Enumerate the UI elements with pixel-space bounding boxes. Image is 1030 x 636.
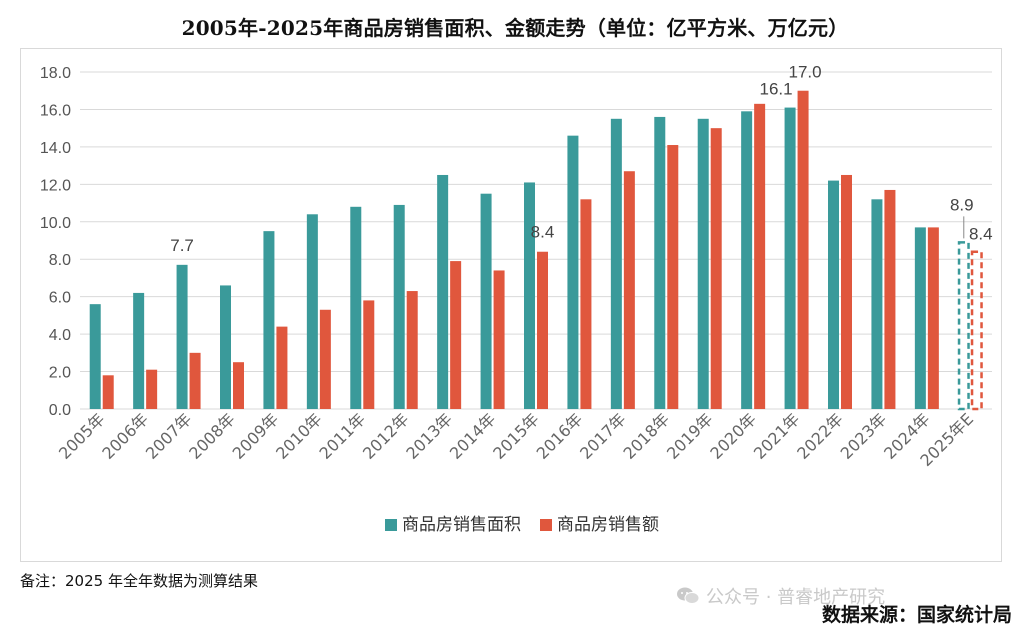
x-tick-label: 2017年 bbox=[576, 409, 630, 463]
x-tick-label: 2007年 bbox=[142, 409, 196, 463]
bar bbox=[133, 292, 145, 409]
bar bbox=[567, 135, 579, 409]
bar bbox=[406, 291, 418, 409]
data-label: 17.0 bbox=[789, 63, 822, 82]
x-tick-label: 2015年 bbox=[489, 409, 543, 463]
bar bbox=[450, 261, 462, 409]
bar bbox=[102, 375, 114, 409]
bar bbox=[524, 182, 535, 409]
bar bbox=[580, 199, 592, 409]
data-label: 16.1 bbox=[760, 80, 793, 99]
bar bbox=[710, 128, 722, 409]
bar bbox=[437, 174, 449, 409]
y-tick-label: 0.0 bbox=[49, 402, 71, 419]
bar bbox=[754, 103, 766, 410]
x-tick-label: 2016年 bbox=[533, 409, 587, 463]
bar bbox=[610, 118, 622, 410]
x-tick-label: 2006年 bbox=[98, 409, 152, 463]
footnote: 备注：2025 年全年数据为测算结果 bbox=[20, 572, 258, 590]
y-tick-label: 10.0 bbox=[40, 215, 71, 232]
x-tick-label: 2023年 bbox=[837, 409, 891, 463]
chart-title: 2005年-2025年商品房销售面积、金额走势（单位：亿平方米、万亿元） bbox=[181, 16, 849, 40]
x-tick-label: 2010年 bbox=[272, 409, 326, 463]
x-tick-label: 2008年 bbox=[185, 409, 239, 463]
watermark-text: 公众号 · 普睿地产研究 bbox=[706, 587, 886, 608]
y-tick-label: 18.0 bbox=[40, 65, 71, 82]
bar bbox=[884, 189, 896, 409]
x-tick-label: 2011年 bbox=[316, 409, 370, 463]
bar bbox=[871, 199, 883, 409]
x-tick-label: 2018年 bbox=[620, 409, 674, 463]
bar bbox=[189, 352, 201, 409]
bar bbox=[623, 171, 635, 409]
bar bbox=[306, 214, 318, 409]
bar bbox=[493, 270, 505, 409]
legend-label: 商品房销售面积 bbox=[402, 515, 521, 535]
data-source: 数据来源：国家统计局 bbox=[821, 604, 1012, 626]
bar bbox=[480, 193, 492, 409]
watermark: 公众号 · 普睿地产研究 bbox=[676, 583, 885, 609]
x-tick-label: 2009年 bbox=[229, 409, 283, 463]
bar bbox=[89, 304, 101, 409]
bar bbox=[176, 264, 188, 409]
y-tick-label: 16.0 bbox=[40, 102, 71, 119]
bar bbox=[537, 251, 548, 409]
bar-estimate bbox=[970, 250, 983, 411]
bar bbox=[350, 206, 362, 409]
y-tick-label: 6.0 bbox=[49, 290, 71, 307]
y-tick-label: 14.0 bbox=[40, 140, 71, 157]
y-tick-label: 4.0 bbox=[49, 327, 71, 344]
bar bbox=[363, 300, 375, 409]
y-tick-label: 12.0 bbox=[40, 177, 71, 194]
bar bbox=[784, 107, 796, 410]
bar bbox=[263, 231, 275, 409]
x-tick-label: 2022年 bbox=[793, 409, 847, 463]
bar bbox=[927, 227, 939, 409]
bar bbox=[741, 111, 753, 410]
bar-estimate bbox=[957, 241, 970, 411]
bar bbox=[654, 116, 666, 409]
x-tick-label: 2020年 bbox=[706, 409, 760, 463]
legend-swatch bbox=[540, 519, 552, 531]
data-label: 7.7 bbox=[170, 236, 194, 255]
x-tick-label: 2021年 bbox=[750, 409, 804, 463]
x-tick-label: 2012年 bbox=[359, 409, 413, 463]
bar bbox=[233, 362, 244, 409]
chart-frame bbox=[20, 48, 1002, 562]
data-label: 8.9 bbox=[950, 195, 974, 214]
bar bbox=[841, 174, 852, 409]
x-tick-label: 2014年 bbox=[446, 409, 500, 463]
bar bbox=[914, 227, 926, 409]
bar bbox=[667, 145, 679, 409]
wechat-icon bbox=[676, 586, 700, 606]
data-label: 8.4 bbox=[531, 223, 555, 242]
bar bbox=[146, 369, 158, 409]
bar bbox=[797, 90, 809, 409]
x-tick-label: 2019年 bbox=[663, 409, 717, 463]
bar bbox=[319, 309, 331, 409]
bar bbox=[220, 285, 231, 409]
bar bbox=[828, 180, 839, 409]
data-label: 8.4 bbox=[969, 225, 993, 244]
bar bbox=[276, 326, 288, 409]
bar-chart: 0.02.04.06.08.010.012.014.016.018.02005年… bbox=[40, 63, 993, 535]
legend-label: 商品房销售额 bbox=[557, 515, 659, 535]
bar bbox=[697, 118, 709, 410]
y-tick-label: 8.0 bbox=[49, 252, 71, 269]
y-tick-label: 2.0 bbox=[49, 365, 71, 382]
x-tick-label: 2013年 bbox=[402, 409, 456, 463]
bar bbox=[393, 204, 405, 409]
legend-swatch bbox=[385, 519, 397, 531]
